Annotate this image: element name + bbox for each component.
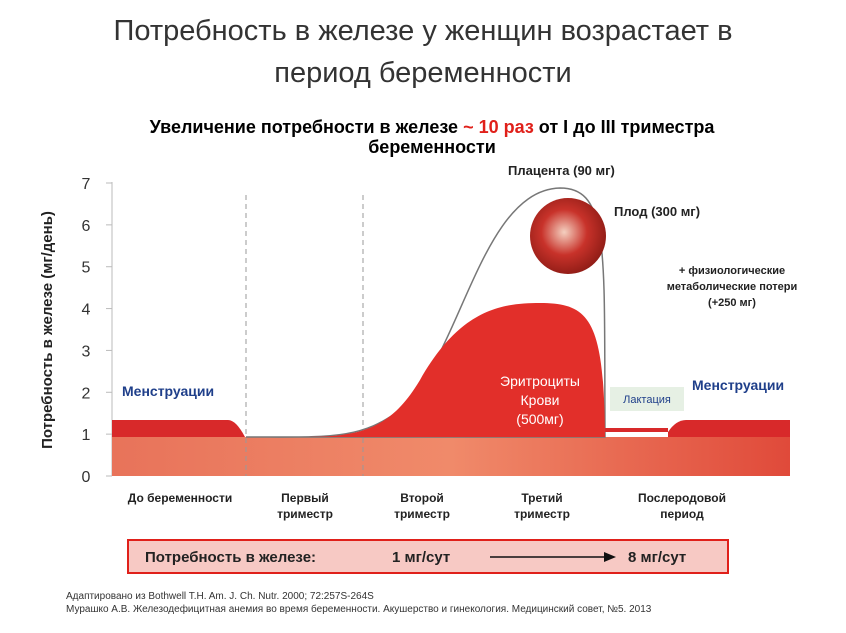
period-label: период [660, 507, 704, 521]
annotation: (+250 мг) [708, 297, 756, 309]
annotation: Менструации [122, 383, 214, 399]
y-tick-label: 3 [82, 343, 91, 360]
annotation: Лактация [623, 394, 671, 406]
period-label: Первый [281, 491, 329, 505]
summary-arrow-head [604, 552, 616, 562]
period-label: Второй [400, 491, 444, 505]
title-line: период беременности [274, 57, 572, 89]
menstruation-band [112, 420, 245, 437]
annotation: Плацента (90 мг) [508, 163, 615, 178]
subtitle: Увеличение потребности в железе ~ 10 раз… [150, 117, 716, 137]
annotation: Плод (300 мг) [614, 204, 700, 219]
annotation: (500мг) [516, 411, 563, 427]
y-tick-label: 5 [82, 260, 91, 277]
annotation: метаболические потери [667, 281, 798, 293]
annotation: Крови [521, 392, 560, 408]
menstruation-band [668, 420, 790, 437]
period-label: триместр [394, 507, 450, 521]
period-label: триместр [514, 507, 570, 521]
lactation-band [605, 428, 668, 432]
annotation: Эритроциты [500, 373, 580, 389]
period-label: Третий [521, 491, 562, 505]
subtitle-part: Увеличение потребности в железе [150, 117, 458, 137]
title-line: Потребность в железе у женщин возрастает… [113, 15, 732, 47]
base-band [112, 437, 790, 476]
lactation-box [610, 387, 684, 411]
summary-label: Потребность в железе: [145, 549, 316, 566]
plot [111, 182, 790, 476]
summary-from: 1 мг/сут [392, 549, 450, 566]
footnote: Мурашко А.В. Железодефицитная анемия во … [66, 603, 652, 615]
erythrocytes-area [300, 303, 605, 437]
y-tick-label: 1 [82, 427, 91, 444]
annotation: + физиологические [679, 265, 785, 277]
subtitle-highlight: ~ 10 раз [463, 117, 534, 137]
y-tick-label: 2 [82, 385, 91, 402]
period-label: До беременности [128, 491, 232, 505]
period-label: Послеродовой [638, 491, 726, 505]
y-tick-label: 0 [82, 469, 91, 486]
annotation: Менструации [692, 377, 784, 393]
footnote: Адаптировано из Bothwell T.H. Am. J. Ch.… [66, 591, 374, 602]
subtitle: беременности [368, 137, 496, 157]
y-axis-label: Потребность в железе (мг/день) [39, 211, 56, 449]
summary-to: 8 мг/сут [628, 549, 686, 566]
period-label: триместр [277, 507, 333, 521]
y-tick-label: 4 [82, 302, 91, 319]
subtitle-part: от I до III триместра [539, 117, 716, 137]
y-tick-label: 6 [82, 218, 91, 235]
summary-box [127, 539, 729, 574]
y-tick-label: 7 [82, 176, 91, 193]
fetus-image [530, 198, 606, 274]
